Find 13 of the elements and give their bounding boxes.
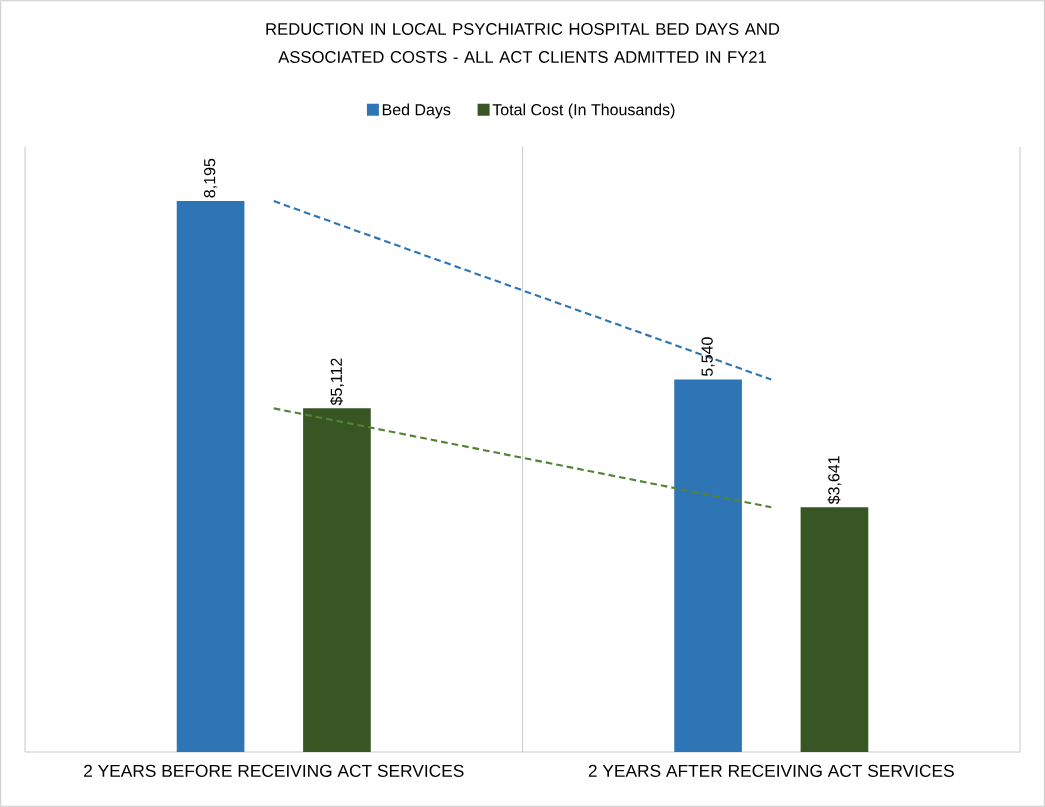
data-label: 8,195 [203,158,218,198]
x-tick-label: 2 YEARS AFTER RECEIVING ACT SERVICES [588,764,954,777]
legend-label: Total Cost (In Thousands) [492,103,675,119]
chart-title: REDUCTION IN LOCAL PSYCHIATRIC HOSPITAL BED DAYS AND ASSOCIATED COSTS - ALL ACT CLIENTS ADMITTED IN FY21 [266,23,780,63]
x-tick-label: 2 YEARS BEFORE RECEIVING ACT SERVICES [84,764,464,777]
bar [176,201,245,752]
data-label: $5,112 [330,358,344,406]
legend-label: Bed Days [382,103,451,119]
data-label: $3,641 [827,456,842,505]
bar [674,379,742,752]
bar [303,408,371,752]
data-label: 5,540 [701,337,715,376]
bar [800,507,869,752]
